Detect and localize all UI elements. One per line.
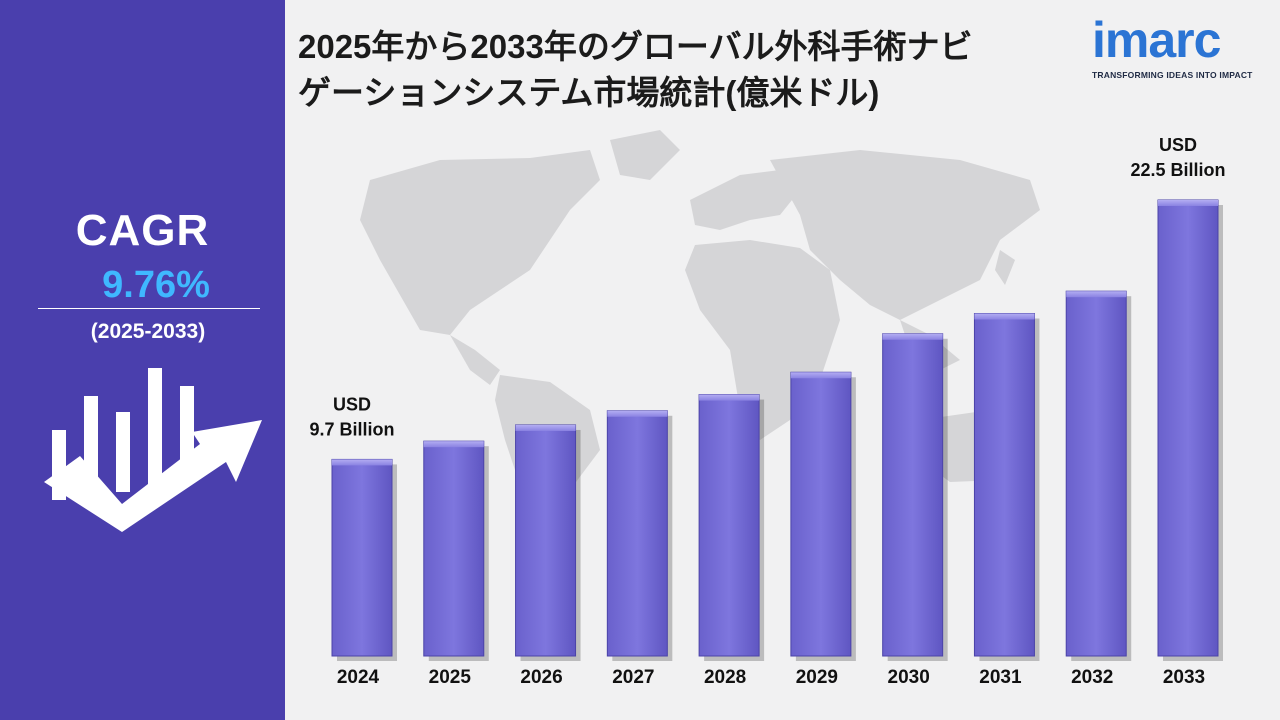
x-tick-2030: 2030 [888, 667, 930, 688]
x-tick-2033: 2033 [1163, 667, 1205, 688]
x-tick-2031: 2031 [979, 667, 1022, 688]
x-tick-2027: 2027 [612, 667, 654, 688]
bar-cap-2030 [882, 333, 943, 340]
chart-title: 2025年から2033年のグローバル外科手術ナビ ゲーションシステム市場統計(億… [298, 24, 1058, 116]
bar-cap-2029 [790, 372, 851, 379]
bar-cap-2027 [607, 410, 668, 417]
bar-cap-2025 [423, 441, 484, 448]
x-tick-2026: 2026 [520, 667, 562, 688]
x-tick-2024: 2024 [337, 667, 380, 688]
bar-cap-2032 [1066, 291, 1127, 298]
x-tick-2032: 2032 [1071, 667, 1113, 688]
data-label-value-2024: 9.7 Billion [309, 419, 394, 439]
logo-wordmark: imarc [1092, 12, 1221, 68]
imarc-logo: imarc TRANSFORMING IDEAS INTO IMPACT [1092, 12, 1262, 80]
bar-cap-2026 [515, 424, 576, 431]
chart-title-line-1: 2025年から2033年のグローバル外科手術ナビ [298, 28, 973, 65]
bar-2029 [790, 371, 852, 657]
bar-cap-2031 [974, 313, 1035, 320]
x-tick-2028: 2028 [704, 667, 746, 688]
x-tick-2025: 2025 [429, 667, 472, 688]
bar-2025 [423, 440, 485, 657]
growth-chart-arrow-icon [44, 368, 262, 532]
bar-2024 [331, 458, 393, 657]
world-map-background [360, 130, 1040, 545]
chart-title-line-2: ゲーションシステム市場統計(億米ドル) [298, 74, 880, 111]
logo-tagline: TRANSFORMING IDEAS INTO IMPACT [1092, 70, 1253, 80]
cagr-period: (2025-2033) [90, 320, 206, 343]
x-tick-2029: 2029 [796, 667, 838, 688]
bar-2027 [606, 410, 668, 657]
bar-2030 [882, 333, 944, 657]
bar-2026 [515, 424, 577, 657]
data-label-unit-2033: USD [1159, 135, 1197, 155]
data-label-value-2033: 22.5 Billion [1130, 160, 1225, 180]
cagr-divider [38, 308, 260, 309]
bar-2032 [1065, 290, 1127, 657]
bar-cap-2033 [1158, 200, 1218, 206]
bar-2031 [973, 312, 1035, 657]
cagr-label: CAGR [75, 206, 210, 255]
sidebar-panel: CAGR 9.76% (2025-2033) [0, 0, 285, 720]
bar-2033 [1157, 199, 1219, 657]
bar-2028 [698, 394, 760, 657]
cagr-value: 9.76% [102, 264, 210, 306]
data-label-unit-2024: USD [333, 394, 371, 414]
bar-cap-2024 [332, 459, 392, 466]
bar-cap-2028 [699, 394, 760, 401]
